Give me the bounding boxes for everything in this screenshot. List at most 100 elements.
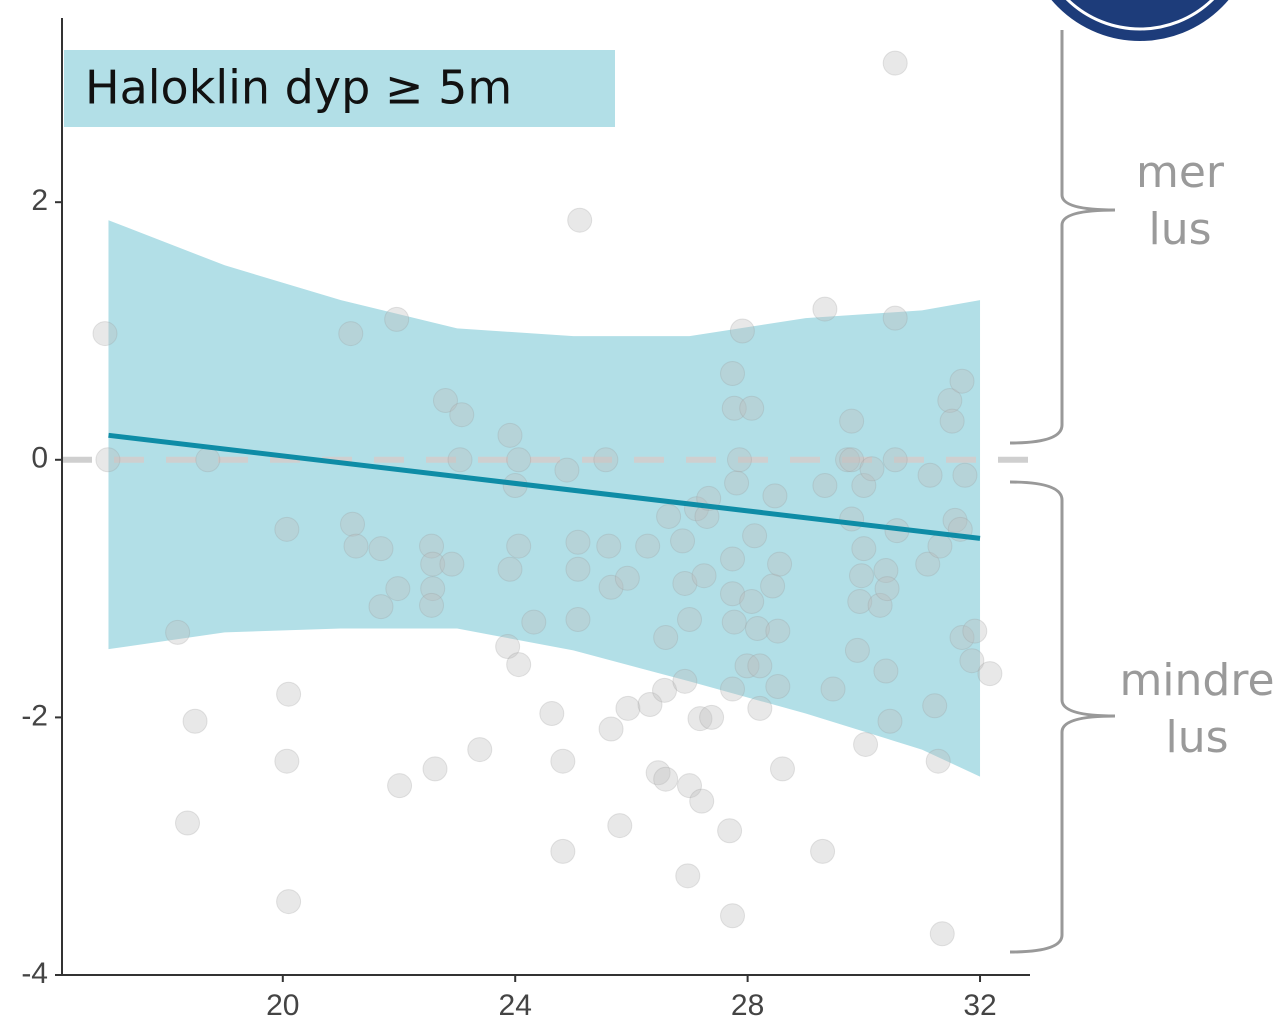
annotation: lus — [1148, 204, 1211, 255]
data-point — [447, 447, 473, 473]
data-point — [598, 574, 624, 600]
label-box — [64, 50, 615, 127]
data-point — [675, 863, 701, 889]
data-point — [432, 388, 458, 414]
data-point — [874, 576, 900, 602]
data-point — [467, 737, 493, 763]
data-point — [720, 546, 746, 572]
data-point — [420, 576, 446, 602]
data-point — [652, 677, 678, 703]
data-point — [274, 748, 300, 774]
data-point — [368, 536, 394, 562]
data-point — [422, 756, 448, 782]
data-point — [810, 838, 836, 864]
data-point — [274, 516, 300, 542]
data-point — [276, 681, 302, 707]
y-tick-label: -2 — [21, 699, 48, 732]
x-tick-label: 32 — [963, 989, 996, 1022]
data-point — [565, 556, 591, 582]
data-point — [853, 731, 879, 757]
y-tick-label: -4 — [21, 957, 48, 990]
data-point — [720, 360, 746, 386]
fit-line — [108, 432, 981, 541]
x-tick-label: 24 — [499, 989, 532, 1022]
data-point — [419, 592, 445, 618]
data-point — [873, 558, 899, 584]
data-point — [765, 618, 791, 644]
data-point — [593, 447, 619, 473]
data-point — [550, 748, 576, 774]
data-point — [949, 368, 975, 394]
panel-label: Haloklin dyp ≥ 5m — [85, 61, 512, 115]
data-point — [439, 551, 465, 577]
data-point — [368, 594, 394, 620]
brace — [1009, 30, 1116, 445]
data-point — [385, 576, 411, 602]
data-point — [739, 395, 765, 421]
data-point — [567, 207, 593, 233]
data-point — [739, 588, 765, 614]
data-point — [717, 818, 743, 844]
data-point — [769, 756, 795, 782]
data-point — [962, 618, 988, 644]
data-point — [835, 447, 861, 473]
data-point — [92, 321, 118, 347]
data-point — [729, 318, 755, 344]
data-point — [747, 653, 773, 679]
data-point — [952, 462, 978, 488]
data-point — [720, 903, 746, 929]
data-point — [340, 511, 366, 537]
data-point — [765, 673, 791, 699]
data-point — [937, 388, 963, 414]
confidence-band — [108, 220, 981, 777]
data-point — [338, 321, 364, 347]
data-point — [844, 637, 870, 663]
data-point — [550, 838, 576, 864]
data-point — [839, 447, 865, 473]
data-point — [449, 402, 475, 428]
data-point — [165, 619, 191, 645]
logo-ring — [1065, 0, 1215, 31]
data-point — [420, 551, 446, 577]
brace — [1009, 480, 1116, 954]
data-point — [195, 447, 221, 473]
data-point — [812, 473, 838, 499]
data-point — [849, 563, 875, 589]
data-point — [851, 536, 877, 562]
data-point — [929, 921, 955, 947]
data-point — [847, 588, 873, 614]
data-point — [726, 447, 752, 473]
y-tick-label: 2 — [31, 184, 48, 217]
data-point — [734, 653, 760, 679]
data-point — [614, 565, 640, 591]
data-point — [539, 701, 565, 727]
data-point — [645, 760, 671, 786]
data-point — [343, 533, 369, 559]
data-point — [922, 693, 948, 719]
data-point — [615, 695, 641, 721]
data-point — [949, 625, 975, 651]
data-point — [506, 652, 532, 678]
data-point — [839, 506, 865, 532]
data-point — [497, 556, 523, 582]
data-point — [839, 408, 865, 434]
data-point — [720, 581, 746, 607]
data-point — [744, 616, 770, 642]
data-point — [672, 570, 698, 596]
data-point — [506, 533, 532, 559]
data-point — [927, 533, 953, 559]
data-point — [851, 473, 877, 499]
logo-badge — [1051, 0, 1229, 41]
data-point — [882, 447, 908, 473]
data-point — [820, 676, 846, 702]
data-point — [917, 462, 943, 488]
data-point — [677, 773, 703, 799]
data-point — [596, 533, 622, 559]
data-point — [724, 470, 750, 496]
data-point — [915, 551, 941, 577]
data-point — [419, 533, 445, 559]
data-point — [384, 306, 410, 332]
data-point — [656, 503, 682, 529]
data-point — [687, 706, 713, 732]
